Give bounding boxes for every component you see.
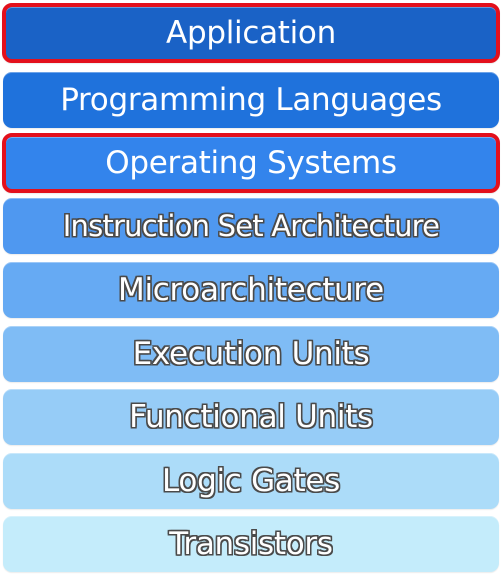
layer-label: Instruction Set Architecture <box>62 208 440 243</box>
layer-functional-units: Functional Units <box>3 389 499 445</box>
layer-label: Operating Systems <box>105 144 397 181</box>
layer-transistors: Transistors <box>3 516 499 572</box>
layer-label: Application <box>166 14 336 51</box>
layer-microarchitecture: Microarchitecture <box>3 262 499 318</box>
layer-label: Logic Gates <box>162 462 340 499</box>
layer-logic-gates: Logic Gates <box>3 453 499 509</box>
layer-label: Functional Units <box>129 398 373 435</box>
layer-label: Microarchitecture <box>118 271 384 308</box>
layer-label: Programming Languages <box>60 81 442 118</box>
layer-label: Transistors <box>169 525 333 562</box>
layer-execution-units: Execution Units <box>3 326 499 382</box>
layer-operating-systems: Operating Systems <box>2 133 500 193</box>
layer-instruction-set-architecture: Instruction Set Architecture <box>3 198 499 254</box>
layer-application: Application <box>2 3 500 63</box>
layer-label: Execution Units <box>132 335 370 372</box>
layer-programming-languages: Programming Languages <box>3 72 499 128</box>
